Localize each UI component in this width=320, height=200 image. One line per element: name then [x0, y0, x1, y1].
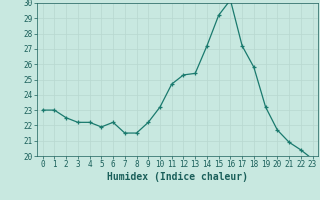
X-axis label: Humidex (Indice chaleur): Humidex (Indice chaleur)	[107, 172, 248, 182]
